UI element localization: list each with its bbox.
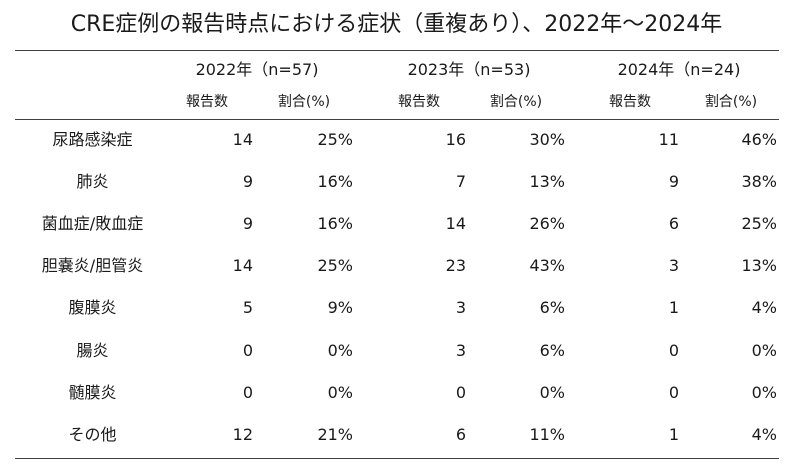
row-label: 尿路感染症: [52, 130, 133, 149]
subheader-ratio-2024: 割合(%): [704, 94, 758, 110]
row-label: 胆嚢炎/胆管炎: [41, 256, 144, 275]
row-label: 腹膜炎: [68, 298, 117, 317]
cell-count: 14: [232, 130, 253, 149]
subheader-ratio-2023: 割合(%): [489, 94, 543, 110]
row-label: 肺炎: [76, 172, 109, 191]
cell-ratio: 11%: [529, 425, 565, 444]
cell-count: 23: [445, 256, 466, 275]
cell-ratio: 38%: [741, 172, 777, 191]
cell-count: 9: [242, 214, 253, 233]
table-header-rule: [15, 119, 779, 120]
subheader-count-2024: 報告数: [609, 94, 651, 110]
row-label: その他: [68, 425, 117, 444]
cell-ratio: 4%: [751, 298, 777, 317]
group-header-2024: 2024年（n=24): [617, 60, 741, 79]
cell-ratio: 0%: [751, 341, 777, 360]
cell-count: 0: [242, 383, 253, 402]
cell-ratio: 25%: [741, 214, 777, 233]
cell-count: 11: [658, 130, 679, 149]
subheader-ratio-2022: 割合(%): [277, 94, 331, 110]
cell-ratio: 13%: [741, 256, 777, 275]
cell-count: 12: [232, 425, 253, 444]
cell-ratio: 26%: [529, 214, 565, 233]
cell-count: 1: [668, 425, 679, 444]
cell-count: 14: [232, 256, 253, 275]
cell-ratio: 6%: [539, 341, 565, 360]
row-label: 菌血症/敗血症: [41, 214, 144, 233]
cell-count: 6: [668, 214, 679, 233]
row-label: 髄膜炎: [68, 383, 117, 402]
cell-count: 1: [668, 298, 679, 317]
table-top-rule: [15, 50, 779, 51]
cell-count: 3: [455, 298, 466, 317]
cell-ratio: 0%: [751, 383, 777, 402]
cell-count: 9: [668, 172, 679, 191]
cell-count: 3: [668, 256, 679, 275]
cell-ratio: 21%: [317, 425, 353, 444]
cell-ratio: 0%: [327, 341, 353, 360]
cell-ratio: 9%: [327, 298, 353, 317]
cell-ratio: 16%: [317, 214, 353, 233]
cell-count: 0: [242, 341, 253, 360]
row-label: 腸炎: [76, 341, 109, 360]
cell-ratio: 6%: [539, 298, 565, 317]
cell-ratio: 16%: [317, 172, 353, 191]
cell-ratio: 25%: [317, 256, 353, 275]
cell-count: 16: [445, 130, 466, 149]
cell-count: 0: [455, 383, 466, 402]
subheader-count-2022: 報告数: [186, 94, 228, 110]
cell-ratio: 43%: [529, 256, 565, 275]
cell-ratio: 0%: [327, 383, 353, 402]
cell-ratio: 25%: [317, 130, 353, 149]
group-header-2023: 2023年（n=53): [407, 60, 531, 79]
subheader-count-2023: 報告数: [398, 94, 440, 110]
cell-ratio: 13%: [529, 172, 565, 191]
cell-count: 5: [242, 298, 253, 317]
group-header-2022: 2022年（n=57): [195, 60, 319, 79]
cell-count: 14: [445, 214, 466, 233]
cell-count: 6: [455, 425, 466, 444]
cell-ratio: 46%: [741, 130, 777, 149]
cell-count: 0: [668, 383, 679, 402]
cell-count: 3: [455, 341, 466, 360]
cell-count: 9: [242, 172, 253, 191]
cell-ratio: 30%: [529, 130, 565, 149]
cell-count: 0: [668, 341, 679, 360]
cell-count: 7: [455, 172, 466, 191]
table-title: CRE症例の報告時点における症状（重複あり）、2022年〜2024年: [70, 12, 723, 37]
cell-ratio: 4%: [751, 425, 777, 444]
table-bottom-rule: [15, 458, 779, 459]
cell-ratio: 0%: [539, 383, 565, 402]
